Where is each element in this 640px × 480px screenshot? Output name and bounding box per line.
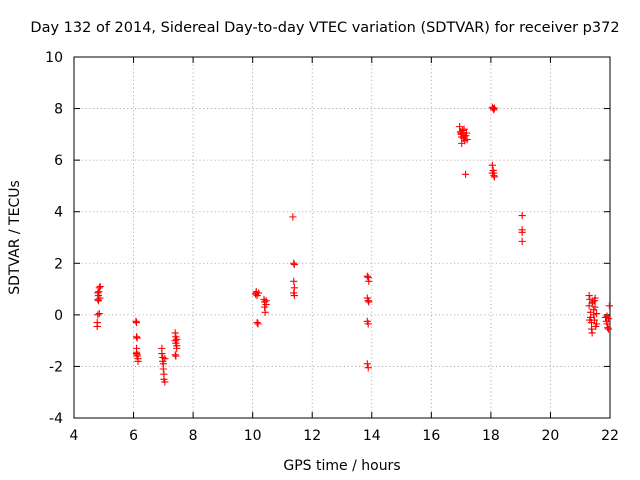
- data-point: [159, 365, 167, 373]
- data-point: [463, 135, 471, 144]
- data-point: [593, 309, 601, 318]
- data-point: [593, 320, 601, 328]
- y-axis-label: SDTVAR / TECUs: [7, 180, 23, 295]
- data-point: [605, 302, 614, 310]
- data-point: [518, 211, 526, 220]
- y-tick-label: 0: [54, 308, 63, 324]
- data-point: [586, 316, 594, 324]
- data-points: [93, 103, 614, 386]
- data-point: [364, 364, 372, 372]
- chart-title: Day 132 of 2014, Sidereal Day-to-day VTE…: [30, 20, 619, 36]
- data-point: [461, 170, 470, 178]
- data-point: [365, 277, 373, 285]
- data-point: [585, 291, 593, 300]
- y-tick-label: 8: [54, 102, 63, 118]
- data-point: [488, 169, 496, 177]
- data-point: [133, 334, 141, 342]
- data-point: [603, 320, 611, 328]
- data-point: [94, 297, 103, 305]
- data-point: [94, 289, 102, 297]
- x-axis-label: GPS time / hours: [283, 458, 400, 474]
- data-point: [94, 311, 102, 319]
- data-point: [591, 303, 599, 311]
- data-point: [458, 139, 466, 147]
- data-point: [363, 272, 371, 280]
- data-point: [589, 298, 597, 306]
- data-point: [603, 312, 611, 320]
- data-point: [518, 228, 526, 236]
- x-tick-label: 8: [189, 428, 198, 444]
- y-tick-label: 10: [45, 50, 63, 66]
- data-point: [132, 317, 140, 325]
- x-tick-label: 20: [542, 428, 560, 444]
- data-point: [289, 213, 297, 221]
- data-point: [262, 300, 270, 309]
- data-point: [364, 273, 372, 282]
- data-point: [365, 298, 373, 306]
- data-point: [161, 378, 169, 386]
- data-point: [253, 318, 261, 327]
- data-point: [460, 125, 468, 133]
- data-point: [363, 360, 371, 368]
- x-tick-label: 12: [303, 428, 321, 444]
- x-tick-label: 4: [70, 428, 79, 444]
- data-point: [254, 320, 262, 328]
- data-point: [171, 351, 179, 359]
- y-tick-label: -4: [49, 411, 63, 427]
- data-point: [460, 132, 468, 140]
- data-point: [132, 333, 141, 341]
- y-tick-label: 4: [54, 205, 63, 221]
- x-tick-label: 22: [601, 428, 619, 444]
- x-tick-label: 16: [422, 428, 440, 444]
- data-point: [133, 351, 141, 359]
- x-tick-label: 18: [482, 428, 500, 444]
- data-point: [96, 282, 104, 291]
- data-point: [364, 297, 372, 305]
- data-point: [601, 313, 610, 322]
- data-point: [134, 357, 142, 365]
- data-point: [490, 106, 498, 114]
- data-point: [95, 309, 103, 318]
- data-point: [158, 349, 166, 358]
- data-point: [161, 355, 169, 363]
- data-point: [590, 297, 599, 305]
- data-point: [456, 123, 464, 131]
- data-point: [172, 352, 180, 360]
- data-point: [171, 329, 179, 337]
- y-tick-label: 6: [54, 153, 63, 169]
- data-point: [490, 173, 499, 181]
- data-point: [290, 291, 298, 300]
- plot-frame: [73, 56, 611, 419]
- data-point: [173, 344, 181, 352]
- data-point: [604, 324, 612, 332]
- data-point: [587, 325, 596, 333]
- y-tick-label: -2: [49, 359, 63, 375]
- x-tick-label: 6: [129, 428, 138, 444]
- data-point: [518, 237, 526, 245]
- x-tick-label: 10: [244, 428, 262, 444]
- x-tick-label: 14: [363, 428, 381, 444]
- data-point: [95, 284, 103, 292]
- data-point: [93, 318, 101, 327]
- y-tick-label: 2: [54, 256, 63, 272]
- data-point: [95, 288, 103, 296]
- data-point: [290, 259, 298, 267]
- data-point: [488, 161, 496, 169]
- data-point: [173, 335, 181, 343]
- data-point: [588, 329, 596, 337]
- data-point: [490, 104, 499, 112]
- data-point: [261, 308, 269, 316]
- data-point: [255, 289, 263, 297]
- data-point: [364, 320, 372, 328]
- data-point: [604, 325, 613, 333]
- grid-lines: [74, 57, 610, 418]
- axis-ticks: 4 6 8 10 12 14 16 18 20 22 -4 -2 0 2 4 6 8 10: [45, 50, 619, 444]
- data-point: [590, 311, 598, 319]
- data-point: [290, 277, 298, 285]
- data-point: [290, 260, 298, 269]
- data-point: [132, 318, 141, 327]
- data-point: [290, 284, 298, 292]
